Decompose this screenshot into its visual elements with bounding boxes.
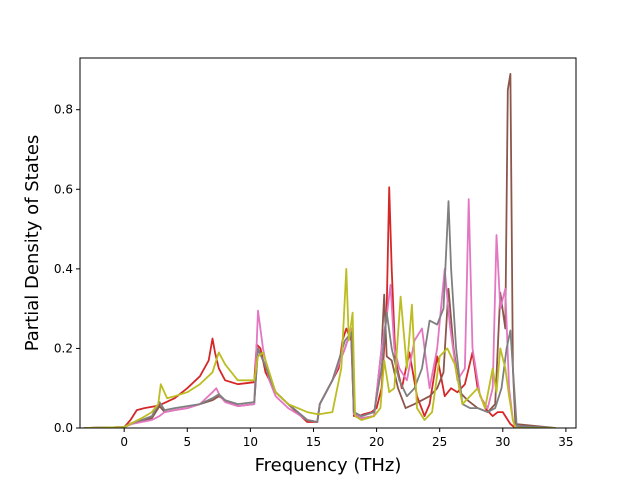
x-tick-label: 10 <box>243 435 258 449</box>
x-tick-label: 0 <box>120 435 128 449</box>
x-axis-ticks: 0 5 10 15 20 25 30 35 <box>120 428 574 449</box>
series-line-3 <box>83 198 556 428</box>
y-axis-label: Partial Density of States <box>22 135 43 352</box>
y-tick-label: 0.2 <box>54 341 73 355</box>
series-line-4 <box>83 200 556 428</box>
x-tick-label: 35 <box>558 435 573 449</box>
y-tick-label: 0.6 <box>54 182 73 196</box>
y-tick-label: 0.8 <box>54 103 73 117</box>
y-tick-label: 0.0 <box>54 421 73 435</box>
x-tick-label: 15 <box>306 435 321 449</box>
series-layer <box>83 73 556 428</box>
y-tick-label: 0.4 <box>54 262 73 276</box>
x-axis-label: Frequency (THz) <box>255 455 402 476</box>
y-axis-ticks: 0.0 0.2 0.4 0.6 0.8 <box>54 103 80 435</box>
series-line-5 <box>83 267 556 428</box>
x-tick-label: 25 <box>432 435 447 449</box>
plot-frame <box>79 57 577 429</box>
x-tick-label: 30 <box>495 435 510 449</box>
x-tick-label: 20 <box>369 435 384 449</box>
x-tick-label: 5 <box>183 435 191 449</box>
